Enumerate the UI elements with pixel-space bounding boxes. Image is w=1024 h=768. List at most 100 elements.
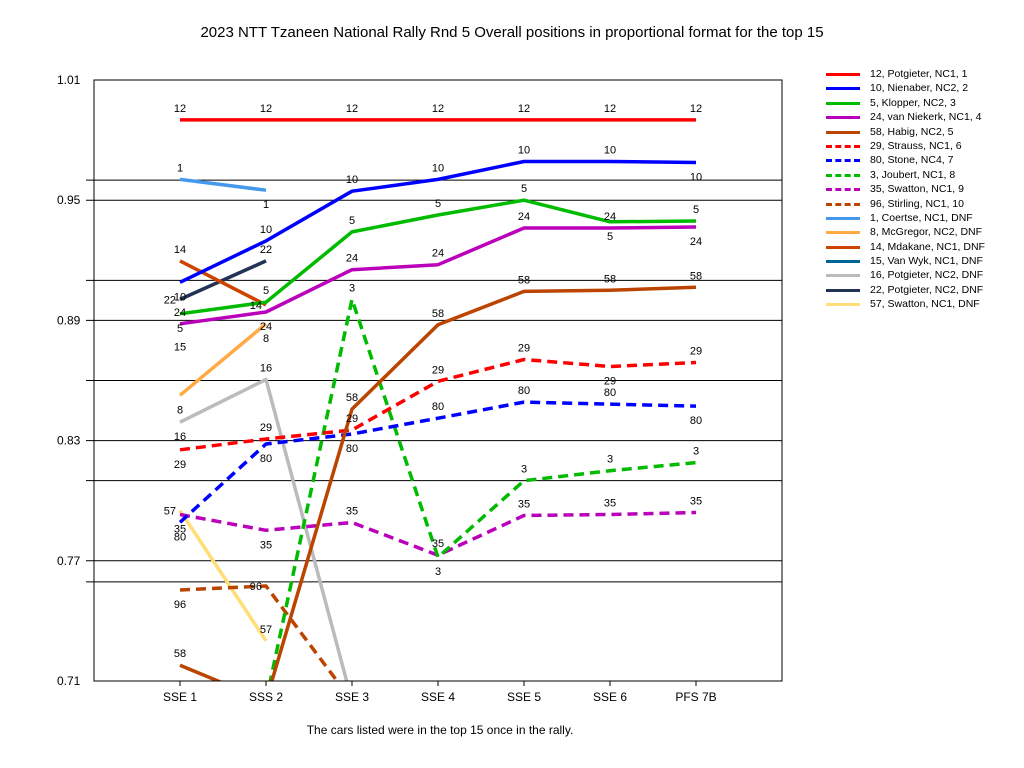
point-label-14: 14 — [250, 300, 262, 312]
legend-label: 14, Mdakane, NC1, DNF — [870, 240, 985, 253]
point-label-10: 10 — [174, 291, 186, 303]
x-tick-label: PFS 7B — [675, 690, 716, 704]
legend-label: 5, Klopper, NC2, 3 — [870, 96, 956, 109]
point-label-12: 12 — [518, 103, 530, 115]
series-line-8 — [178, 322, 268, 397]
point-label-5: 5 — [263, 285, 269, 297]
legend-swatch — [826, 288, 860, 292]
legend-item-96: 96, Stirling, NC1, 10 — [824, 197, 1024, 211]
legend-item-29: 29, Strauss, NC1, 6 — [824, 139, 1024, 153]
point-label-80: 80 — [604, 387, 616, 399]
y-tick-label: 0.77 — [57, 554, 81, 568]
legend-item-80: 80, Stone, NC4, 7 — [824, 153, 1024, 167]
point-label-57: 57 — [260, 624, 272, 636]
point-label-29: 29 — [518, 342, 530, 354]
y-tick-label: 1.01 — [57, 73, 81, 87]
legend-item-12: 12, Potgieter, NC1, 1 — [824, 67, 1024, 81]
point-label-58: 58 — [174, 648, 186, 660]
point-label-29: 29 — [690, 345, 702, 357]
series-line-16 — [179, 377, 349, 681]
y-tick-label: 0.95 — [57, 193, 81, 207]
point-label-12: 12 — [260, 103, 272, 115]
point-label-10: 10 — [346, 174, 358, 186]
point-label-58: 58 — [432, 308, 444, 320]
legend-swatch — [826, 188, 860, 192]
series-line-96 — [179, 584, 340, 681]
legend-label: 24, van Niekerk, NC1, 4 — [870, 111, 982, 124]
series-line-22 — [179, 259, 267, 301]
point-label-10: 10 — [690, 172, 702, 184]
legend-label: 80, Stone, NC4, 7 — [870, 154, 954, 167]
legend-swatch — [826, 274, 860, 278]
series-line-58 — [179, 285, 697, 681]
x-tick-label: SSE 4 — [421, 690, 455, 704]
point-label-24: 24 — [518, 211, 530, 223]
series-line-80 — [178, 400, 697, 524]
legend-label: 15, Van Wyk, NC1, DNF — [870, 255, 983, 268]
plot-area-border — [93, 79, 783, 682]
x-tick-label: SSE 5 — [507, 690, 541, 704]
legend-item-24: 24, van Niekerk, NC1, 4 — [824, 110, 1024, 124]
point-label-5: 5 — [435, 198, 441, 210]
point-label-80: 80 — [432, 401, 444, 413]
point-label-29: 29 — [174, 459, 186, 471]
point-label-58: 58 — [604, 273, 616, 285]
point-label-96: 96 — [250, 581, 262, 593]
point-label-12: 12 — [346, 103, 358, 115]
point-label-80: 80 — [518, 385, 530, 397]
point-label-24: 24 — [604, 211, 616, 223]
point-label-8: 8 — [177, 404, 183, 416]
legend-label: 57, Swatton, NC1, DNF — [870, 298, 980, 311]
series-lines — [178, 118, 697, 681]
point-label-24: 24 — [346, 253, 358, 265]
series-line-29 — [179, 357, 697, 452]
legend-label: 22, Potgieter, NC2, DNF — [870, 283, 984, 296]
series-line-1 — [179, 177, 267, 192]
legend-swatch — [826, 173, 860, 177]
legend-item-1: 1, Coertse, NC1, DNF — [824, 211, 1024, 225]
legend-swatch — [826, 87, 860, 91]
legend-label: 29, Strauss, NC1, 6 — [870, 139, 962, 152]
legend-swatch — [826, 202, 860, 206]
point-label-24: 24 — [690, 236, 702, 248]
legend-swatch — [826, 303, 860, 307]
legend-label: 16, Potgieter, NC2, DNF — [870, 269, 984, 282]
point-label-24: 24 — [260, 321, 272, 333]
point-label-80: 80 — [346, 443, 358, 455]
legend-swatch — [826, 245, 860, 249]
point-label-96: 96 — [174, 599, 186, 611]
chart-title: 2023 NTT Tzaneen National Rally Rnd 5 Ov… — [200, 24, 824, 41]
point-label-22: 22 — [260, 244, 272, 256]
legend-item-57: 57, Swatton, NC1, DNF — [824, 297, 1024, 311]
y-tick-label: 0.83 — [57, 434, 81, 448]
x-tick-label: SSE 3 — [335, 690, 369, 704]
point-label-8: 8 — [263, 333, 269, 345]
point-label-1: 1 — [263, 199, 269, 211]
legend-label: 35, Swatton, NC1, 9 — [870, 183, 964, 196]
legend-swatch — [826, 159, 860, 163]
legend-item-35: 35, Swatton, NC1, 9 — [824, 182, 1024, 196]
series-line-10 — [179, 159, 697, 284]
legend-swatch — [826, 101, 860, 105]
footnote: The cars listed were in the top 15 once … — [306, 723, 574, 737]
legend: 12, Potgieter, NC1, 1 10, Nienaber, NC2, … — [824, 67, 1024, 312]
point-label-3: 3 — [435, 566, 441, 578]
legend-label: 96, Stirling, NC1, 10 — [870, 197, 964, 210]
legend-label: 1, Coertse, NC1, DNF — [870, 211, 973, 224]
line-chart: 0.71 0.77 0.83 0.89 0.95 1.01 SSE 1 SSS 2 SSE 3… — [57, 73, 783, 704]
legend-swatch — [826, 260, 860, 264]
point-label-3: 3 — [693, 446, 699, 458]
legend-item-58: 58, Habig, NC2, 5 — [824, 125, 1024, 139]
series-line-5 — [179, 198, 697, 316]
point-label-35: 35 — [690, 496, 702, 508]
legend-item-22: 22, Potgieter, NC2, DNF — [824, 283, 1024, 297]
point-label-5: 5 — [177, 323, 183, 335]
point-label-14: 14 — [174, 244, 186, 256]
gridlines — [86, 179, 782, 583]
point-label-24: 24 — [174, 307, 186, 319]
point-label-29: 29 — [604, 375, 616, 387]
point-label-29: 29 — [432, 364, 444, 376]
point-label-12: 12 — [604, 103, 616, 115]
point-label-16: 16 — [174, 431, 186, 443]
